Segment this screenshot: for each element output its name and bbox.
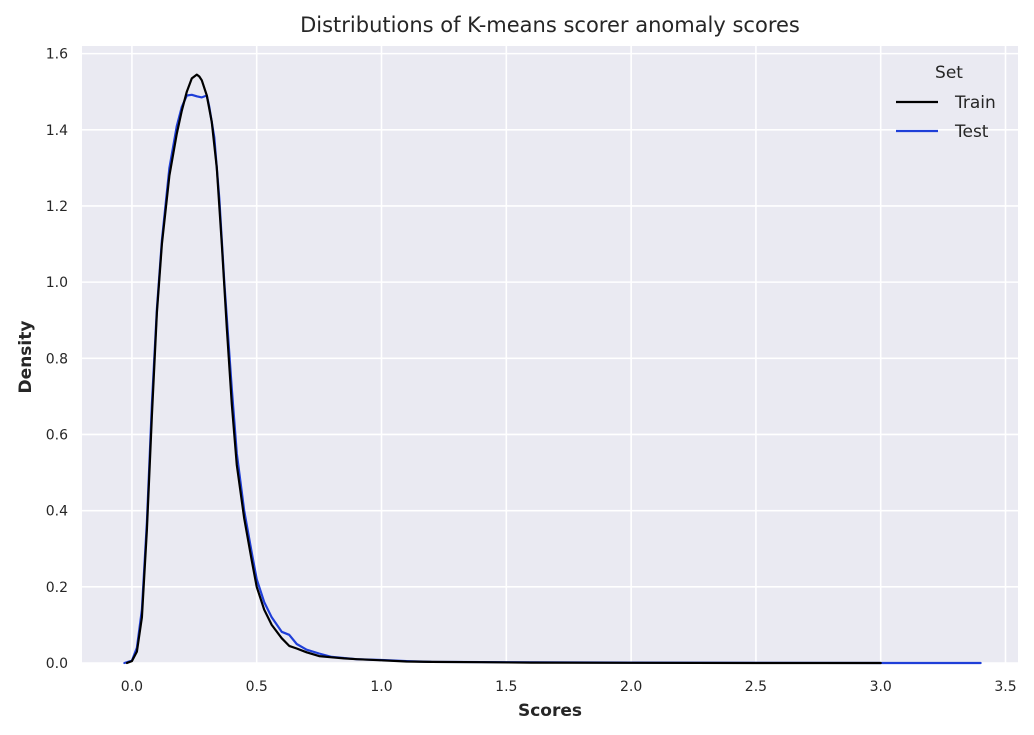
- y-tick-label: 0.6: [46, 427, 68, 443]
- y-axis-label: Density: [16, 321, 36, 394]
- x-tick-label: 3.5: [994, 679, 1016, 695]
- x-axis-ticks: 0.0 0.5 1.0 1.5 2.0 2.5 3.0 3.5: [121, 679, 1017, 695]
- x-tick-label: 2.5: [745, 679, 767, 695]
- series-layer: [123, 73, 982, 665]
- x-tick-label: 0.0: [121, 679, 143, 695]
- y-tick-label: 0.8: [46, 351, 68, 367]
- legend: Set Train Test: [896, 63, 996, 142]
- x-axis-label: Scores: [518, 701, 582, 721]
- y-tick-label: 0.4: [46, 504, 68, 520]
- x-tick-label: 0.5: [246, 679, 268, 695]
- y-tick-label: 1.6: [46, 47, 68, 63]
- y-axis-ticks: 0.0 0.2 0.4 0.6 0.8 1.0 1.2 1.4 1.6: [46, 47, 68, 672]
- y-tick-label: 0.0: [46, 656, 68, 672]
- x-tick-label: 3.0: [870, 679, 892, 695]
- y-tick-label: 1.2: [46, 199, 68, 215]
- chart-title: Distributions of K-means scorer anomaly …: [300, 13, 800, 37]
- y-tick-label: 1.0: [46, 275, 68, 291]
- x-tick-label: 1.0: [370, 679, 392, 695]
- plot-area: [82, 46, 1018, 663]
- x-tick-label: 2.0: [620, 679, 642, 695]
- legend-title: Set: [935, 63, 963, 83]
- y-tick-label: 0.2: [46, 580, 68, 596]
- grid-lines: [82, 46, 1018, 664]
- legend-label-train: Train: [954, 93, 996, 113]
- y-tick-label: 1.4: [46, 123, 68, 139]
- series-line-train: [125, 73, 882, 665]
- x-tick-label: 1.5: [495, 679, 517, 695]
- legend-label-test: Test: [954, 122, 989, 142]
